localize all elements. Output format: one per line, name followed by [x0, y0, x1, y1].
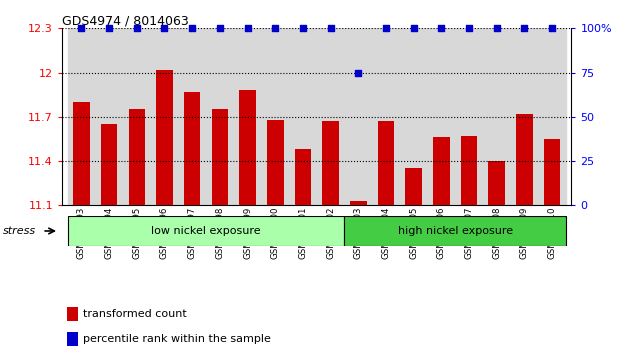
Bar: [67, 332, 78, 346]
Bar: [289, 28, 317, 205]
Point: [492, 25, 502, 31]
Text: transformed count: transformed count: [83, 309, 188, 319]
Point: [298, 25, 308, 31]
Bar: [151, 28, 178, 205]
Point: [104, 25, 114, 31]
Point: [215, 25, 225, 31]
Point: [381, 25, 391, 31]
Bar: [261, 28, 289, 205]
Bar: [455, 28, 483, 205]
Bar: [123, 28, 151, 205]
Bar: [406, 169, 422, 205]
Point: [519, 25, 529, 31]
Bar: [400, 28, 427, 205]
Bar: [156, 70, 173, 205]
Bar: [483, 28, 510, 205]
Bar: [427, 28, 455, 205]
Point: [243, 25, 253, 31]
Bar: [233, 28, 261, 205]
Bar: [350, 201, 366, 205]
Point: [464, 25, 474, 31]
Text: low nickel exposure: low nickel exposure: [151, 226, 261, 236]
Bar: [129, 109, 145, 205]
Bar: [433, 137, 450, 205]
Bar: [538, 28, 566, 205]
Bar: [461, 136, 477, 205]
Bar: [68, 28, 95, 205]
Bar: [73, 102, 90, 205]
Bar: [95, 28, 123, 205]
Point: [409, 25, 419, 31]
Bar: [372, 28, 400, 205]
Bar: [345, 216, 566, 246]
Point: [353, 70, 363, 75]
Bar: [101, 124, 117, 205]
Bar: [378, 121, 394, 205]
Point: [547, 25, 557, 31]
Point: [160, 25, 170, 31]
Bar: [317, 28, 345, 205]
Text: GDS4974 / 8014063: GDS4974 / 8014063: [62, 14, 189, 27]
Bar: [206, 28, 233, 205]
Bar: [543, 139, 560, 205]
Bar: [267, 120, 284, 205]
Point: [76, 25, 86, 31]
Bar: [322, 121, 339, 205]
Point: [132, 25, 142, 31]
Bar: [294, 149, 311, 205]
Bar: [212, 109, 228, 205]
Point: [325, 25, 335, 31]
Bar: [178, 28, 206, 205]
Point: [187, 25, 197, 31]
Point: [437, 25, 446, 31]
Bar: [345, 28, 372, 205]
Text: percentile rank within the sample: percentile rank within the sample: [83, 333, 271, 344]
Bar: [239, 90, 256, 205]
Point: [270, 25, 280, 31]
Bar: [516, 114, 533, 205]
Text: high nickel exposure: high nickel exposure: [397, 226, 513, 236]
Bar: [67, 307, 78, 321]
Bar: [488, 161, 505, 205]
Bar: [510, 28, 538, 205]
Bar: [184, 92, 201, 205]
Text: stress: stress: [3, 226, 36, 236]
Bar: [68, 216, 345, 246]
